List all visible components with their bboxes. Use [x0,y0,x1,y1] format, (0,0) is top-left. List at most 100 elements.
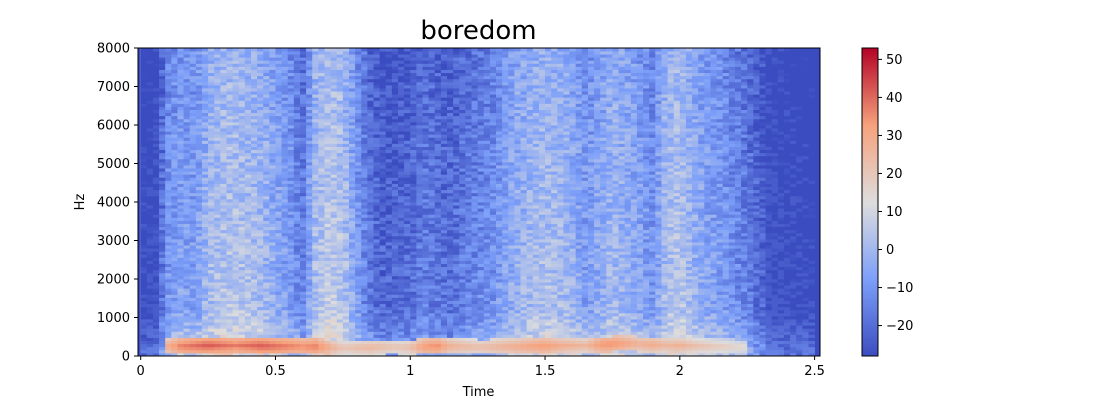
spectrogram-cell [165,269,172,274]
spectrogram-cell [165,81,172,86]
spectrogram-cell [379,223,387,228]
spectrogram-cell [257,235,264,240]
spectrogram-cell [434,245,442,249]
spectrogram-cell [257,349,264,354]
spectrogram-cell [330,60,338,64]
spectrogram-cell [238,57,246,61]
spectrogram-cell [324,245,332,249]
spectrogram-cell [379,174,387,178]
spectrogram-cell [434,294,442,298]
spectrogram-cell [177,331,184,335]
spectrogram-cell [306,346,313,351]
spectrogram-cell [226,352,233,357]
spectrogram-cell [373,214,381,218]
spectrogram-cell [379,60,387,64]
spectrogram-cell [410,189,417,194]
spectrogram-cell [416,112,423,117]
spectrogram-cell [189,325,197,329]
spectrogram-cell [410,340,417,345]
spectrogram-cell [238,279,246,283]
spectrogram-cell [232,328,240,332]
spectrogram-cell [324,198,332,203]
spectrogram-cell [208,319,215,323]
spectrogram-cell [183,245,191,249]
spectrogram-cell [275,198,283,203]
spectrogram-cell [385,306,393,311]
spectrogram-cell [440,291,448,295]
spectrogram-cell [214,248,221,252]
spectrogram-cell [183,186,191,191]
spectrogram-cell [165,322,172,326]
spectrogram-cell [336,315,344,320]
spectrogram-cell [373,352,381,357]
spectrogram-cell [189,294,197,298]
spectrogram-cell [324,183,332,187]
spectrogram-cell [146,168,154,172]
spectrogram-cell [336,202,344,206]
spectrogram-cell [201,300,209,305]
spectrogram-cell [140,165,148,169]
spectrogram-cell [214,279,221,283]
spectrogram-cell [342,189,350,194]
spectrogram-cell [398,309,405,314]
spectrogram-cell [281,198,289,203]
spectrogram-cell [269,183,276,187]
spectrogram-cell [349,51,356,55]
spectrogram-cell [312,106,319,110]
spectrogram-cell [379,140,387,144]
spectrogram-cell [232,352,240,357]
spectrogram-cell [159,263,166,268]
spectrogram-cell [434,254,442,258]
spectrogram-cell [367,254,374,258]
spectrogram-cell [165,161,172,166]
spectrogram-cell [177,168,184,172]
spectrogram-cell [404,205,411,209]
spectrogram-cell [428,146,436,151]
spectrogram-cell [275,186,283,191]
spectrogram-cell [428,198,436,203]
spectrogram-cell [263,322,270,326]
spectrogram-cell [220,121,227,126]
spectrogram-cell [410,349,417,354]
spectrogram-cell [220,91,227,95]
spectrogram-cell [244,97,252,101]
spectrogram-cell [410,257,417,261]
spectrogram-cell [269,315,276,320]
spectrogram-cell [195,238,203,243]
spectrogram-cell [336,66,344,70]
spectrogram-cell [165,115,172,120]
spectrogram-cell [159,205,166,209]
spectrogram-cell [171,165,178,169]
spectrogram-cell [428,171,436,175]
spectrogram-cell [226,94,233,98]
spectrogram-cell [410,48,417,52]
spectrogram-cell [177,57,184,61]
spectrogram-cell [385,72,393,77]
spectrogram-cell [257,118,264,123]
spectrogram-cell [238,263,246,268]
spectrogram-cell [183,97,191,101]
spectrogram-cell [226,266,233,271]
spectrogram-cell [367,269,374,274]
spectrogram-cell [299,245,307,249]
spectrogram-cell [220,349,227,354]
spectrogram-cell [269,94,276,98]
spectrogram-cell [238,165,246,169]
spectrogram-cell [238,174,246,178]
spectrogram-cell [379,263,387,268]
spectrogram-cell [146,235,154,240]
spectrogram-cell [269,205,276,209]
spectrogram-cell [159,134,166,138]
spectrogram-cell [361,272,368,277]
spectrogram-cell [391,325,399,329]
spectrogram-cell [342,346,350,351]
spectrogram-cell [201,315,209,320]
spectrogram-cell [152,346,160,351]
spectrogram-cell [214,81,221,86]
spectrogram-cell [183,171,191,175]
spectrogram-cell [367,146,374,151]
spectrogram-cell [226,217,233,221]
spectrogram-cell [183,322,191,326]
spectrogram-cell [257,131,264,135]
spectrogram-cell [355,192,362,197]
